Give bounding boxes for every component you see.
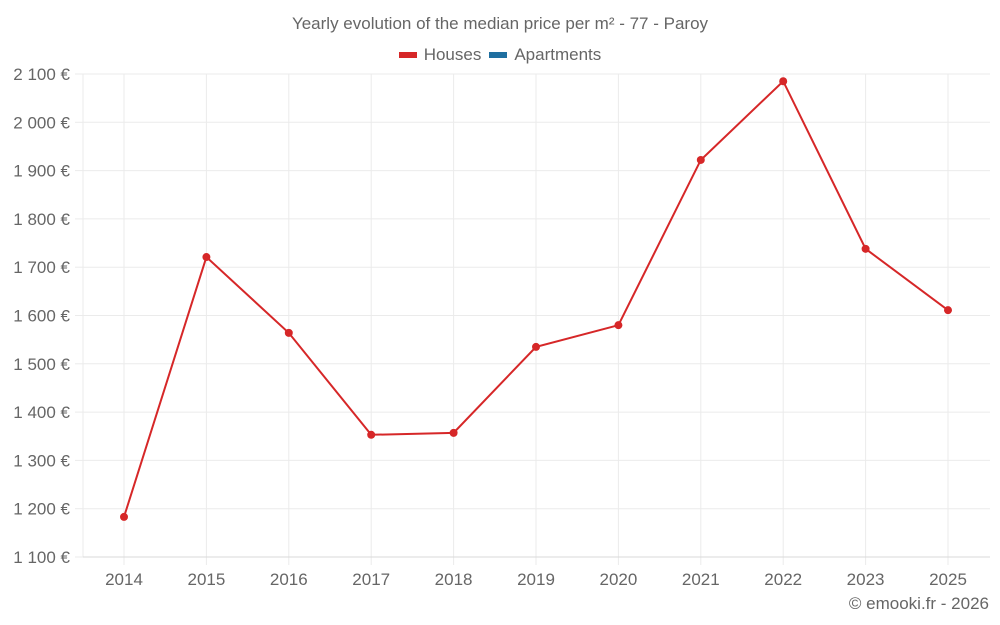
legend-item-houses[interactable]: Houses <box>398 45 482 65</box>
y-tick-label: 2 000 € <box>13 113 70 132</box>
data-point[interactable] <box>944 306 952 315</box>
data-point[interactable] <box>449 428 458 437</box>
chart-legend: Houses Apartments <box>0 45 1000 65</box>
y-tick-label: 1 500 € <box>13 355 70 374</box>
x-tick-label: 2023 <box>847 570 885 589</box>
x-axis: 2014 2015 2016 2017 2018 2019 2020 2021 2022 2023… <box>83 556 990 589</box>
data-point[interactable] <box>284 328 293 337</box>
legend-item-apartments[interactable]: Apartments <box>489 45 601 65</box>
x-tick-label: 2014 <box>105 570 143 589</box>
data-point[interactable] <box>532 342 540 351</box>
data-point[interactable] <box>367 430 376 439</box>
x-tick-label: 2018 <box>435 570 473 589</box>
y-tick-label: 1 300 € <box>13 451 70 470</box>
data-point[interactable] <box>614 321 623 330</box>
x-tick-label: 2019 <box>517 570 555 589</box>
y-tick-label: 1 700 € <box>13 258 70 277</box>
y-tick-label: 1 900 € <box>13 162 70 181</box>
grid-lines <box>82 73 990 565</box>
legend-swatch-apartments <box>489 52 508 58</box>
x-tick-label: 2021 <box>682 570 720 589</box>
y-tick-label: 1 600 € <box>13 307 70 326</box>
x-tick-label: 2025 <box>929 570 967 589</box>
data-point[interactable] <box>696 155 705 164</box>
x-tick-label: 2015 <box>187 570 225 589</box>
y-axis: 1 100 € 1 200 € 1 300 € 1 400 € 1 500 € 1 600… <box>13 65 83 567</box>
chart-title: Yearly evolution of the median price per… <box>291 14 709 33</box>
y-tick-label: 2 100 € <box>13 65 70 84</box>
x-tick-label: 2017 <box>352 570 390 589</box>
copyright-footer: © emooki.fr - 2026 <box>848 594 989 613</box>
data-point[interactable] <box>861 244 870 253</box>
y-tick-label: 1 100 € <box>13 548 70 567</box>
data-point[interactable] <box>120 512 128 521</box>
x-tick-label: 2022 <box>764 570 802 589</box>
y-tick-label: 1 800 € <box>13 210 70 229</box>
legend-swatch-houses <box>398 52 417 58</box>
houses-series <box>120 77 952 521</box>
legend-label-houses: Houses <box>423 45 482 64</box>
y-tick-label: 1 400 € <box>13 403 70 422</box>
data-point[interactable] <box>202 253 211 262</box>
x-tick-label: 2020 <box>599 570 637 589</box>
x-tick-label: 2016 <box>270 570 308 589</box>
legend-label-apartments: Apartments <box>514 45 602 64</box>
y-tick-label: 1 200 € <box>13 500 70 519</box>
data-point[interactable] <box>779 77 788 86</box>
